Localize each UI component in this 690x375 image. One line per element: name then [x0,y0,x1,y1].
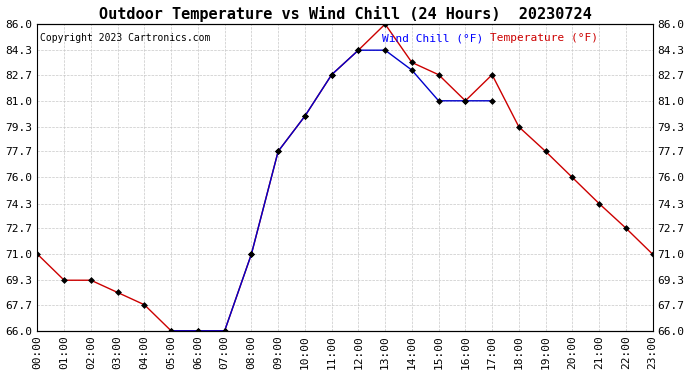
Title: Outdoor Temperature vs Wind Chill (24 Hours)  20230724: Outdoor Temperature vs Wind Chill (24 Ho… [99,6,591,21]
Text: Temperature (°F): Temperature (°F) [490,33,598,44]
Text: Wind Chill (°F): Wind Chill (°F) [382,33,483,44]
Text: Copyright 2023 Cartronics.com: Copyright 2023 Cartronics.com [41,33,211,44]
